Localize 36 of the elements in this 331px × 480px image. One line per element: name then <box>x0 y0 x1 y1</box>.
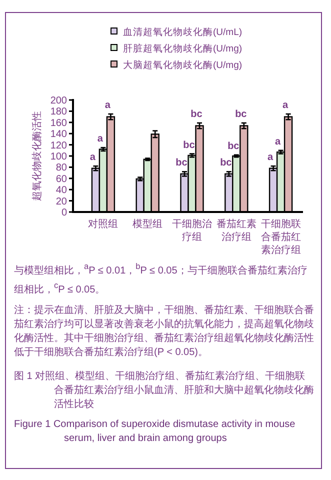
y-tick-label: 180 <box>50 106 68 118</box>
x-tick-label: 番茄红素治疗组 <box>216 218 256 243</box>
text: 超氧化物歧化酶活性 <box>32 111 43 201</box>
x-tick-label: 干细胞联合番茄红素治疗组 <box>260 218 301 256</box>
annotation: a <box>104 100 111 111</box>
annotation: bc <box>190 108 203 120</box>
y-tick-label: 160 <box>50 118 68 129</box>
caption: Figure 1 Comparison of superoxide dismutase activity in mouse serum, liver and brain among groups <box>14 418 296 446</box>
annotation: a <box>282 100 289 111</box>
annotation: bc <box>235 108 248 120</box>
annotation: bc <box>220 158 232 169</box>
x-tick-label: 干细胞治疗组 <box>172 218 212 243</box>
annotation: a <box>97 134 104 145</box>
y-tick-label: 100 <box>50 152 68 162</box>
y-tick-label: 20 <box>56 196 68 208</box>
y-tick-label: 0 <box>61 208 68 218</box>
legend-label: 大脑超氧化物歧化酶(U/mg) <box>123 59 242 71</box>
y-tick-label: 80 <box>56 162 68 174</box>
y-tick-label: 200 <box>50 96 68 106</box>
annotation: bc <box>183 140 196 151</box>
y-tick-label: 40 <box>56 185 68 196</box>
annotation: a <box>90 152 96 164</box>
text: 与模型组相比，$^{a}$P ≤ 0.01，$^{b}$P ≤ 0.05；与干细胞联合番茄红素治疗组相比，$^{c}$P ≤ 0.05。 <box>14 261 308 296</box>
annotation: a <box>275 136 282 148</box>
x-tick-label: 对照组 <box>88 218 118 230</box>
text: 注：提示在血清、肝脏及大脑中，干细胞、番茄红素、干细胞联合番茄红素治疗均可以显著改善衰老小鼠的抗氧化能力，提高超氧化物歧化酶活性。其中干细胞治疗组、番茄红素治疗组超氧化物歧化酶活性低于干细胞联合番茄红素治疗组(P < 0.05)。 <box>14 304 314 360</box>
x-tick-label: 模型组 <box>132 218 163 230</box>
caption: 图 1 对照组、模型组、干细胞治疗组、番茄红素治疗组、干细胞联合番茄红素治疗组小鼠血清、肝脏和大脑中超氧化物歧化酶活性比较 <box>14 370 314 412</box>
annotation: a <box>268 152 274 164</box>
legend-label: 肝脏超氧化物歧化酶(U/mg) <box>123 42 242 54</box>
annotation: bc <box>176 158 188 169</box>
y-tick-label: 60 <box>56 174 68 185</box>
legend-label: 血清超氧化物歧化酶(U/mL) <box>123 26 242 38</box>
annotation: bc <box>228 140 240 152</box>
y-tick-label: 120 <box>50 140 68 152</box>
y-tick-label: 140 <box>50 129 68 140</box>
